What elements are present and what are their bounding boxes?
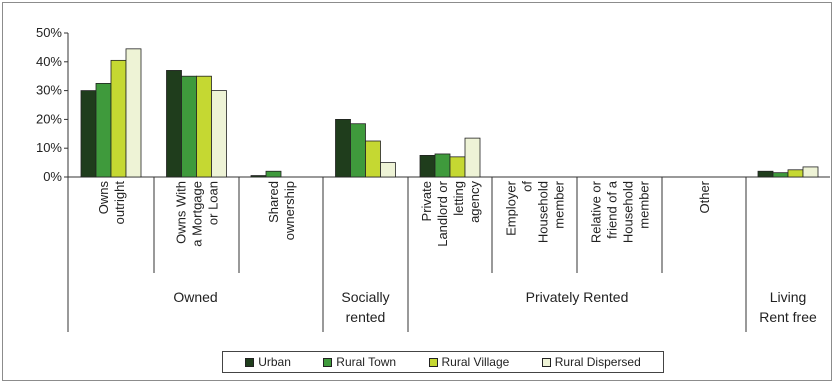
legend-label: Urban: [258, 355, 291, 369]
category-label-line: Relative or: [589, 180, 604, 243]
bar-rural-dispersed: [464, 137, 481, 178]
group-label-line: Socially: [341, 289, 389, 305]
bar-rural-village: [196, 75, 212, 178]
y-tick-label: 30%: [36, 83, 62, 98]
category-label-line: Owns: [96, 181, 111, 215]
category-label: EmployerofHouseholdmember: [504, 180, 567, 243]
group-label: Privately Rented: [526, 289, 629, 305]
y-tick-label: 20%: [36, 111, 62, 126]
category-label-line: Shared: [266, 181, 281, 223]
legend-item: Rural Village: [428, 355, 510, 369]
bar-rural-town: [350, 123, 366, 178]
bar-rural-town: [434, 153, 451, 178]
category-label-line: member: [637, 180, 652, 228]
category-label-line: or Loan: [206, 181, 221, 225]
legend-swatch: [541, 357, 551, 367]
bar-rural-village: [365, 140, 381, 178]
legend-item: Urban: [245, 355, 291, 369]
category-label: Sharedownership: [266, 181, 297, 240]
category-label-line: Other: [697, 180, 712, 213]
category-label: PrivateLandlord orlettingagency: [419, 180, 482, 246]
legend-swatch: [245, 357, 255, 367]
legend-swatch: [428, 357, 438, 367]
category-label: Owns Witha Mortgageor Loan: [174, 181, 221, 247]
bar-urban: [757, 170, 774, 178]
category-label-line: outright: [112, 181, 127, 225]
category-label-line: Landlord or: [435, 180, 450, 246]
chart-legend: Urban Rural Town Rural Village Rural Disper…: [222, 351, 664, 373]
category-label: Ownsoutright: [96, 181, 127, 225]
legend-item: Rural Dispersed: [541, 355, 641, 369]
bar-urban: [166, 70, 182, 178]
bar-urban: [419, 154, 436, 178]
bar-rural-town: [265, 170, 282, 178]
category-label-line: a Mortgage: [190, 181, 205, 247]
y-tick-label: 10%: [36, 140, 62, 155]
legend-item: Rural Town: [323, 355, 396, 369]
bar-rural-village: [787, 169, 804, 178]
category-label-line: Employer: [504, 180, 519, 236]
group-label: Socially rented: [341, 289, 389, 325]
bar-rural-village: [449, 156, 466, 178]
category-label-line: of: [520, 181, 535, 192]
group-label-line: Living: [770, 289, 807, 305]
y-tick-label: 0%: [43, 169, 62, 184]
group-label-line: rented: [346, 309, 386, 325]
bar-rural-town: [181, 75, 197, 178]
category-label: Relative orfriend of aHouseholdmember: [589, 180, 652, 243]
y-tick-label: 50%: [36, 25, 62, 40]
bar-rural-town: [95, 83, 112, 178]
category-label-line: Private: [419, 181, 434, 221]
category-label-line: Household: [621, 181, 636, 243]
y-tick-label: 40%: [36, 54, 62, 69]
bar-urban: [335, 119, 351, 178]
bar-rural-dispersed: [125, 48, 142, 178]
group-label: Owned: [173, 289, 217, 305]
group-label-line: Owned: [173, 289, 217, 305]
bar-urban: [250, 175, 267, 178]
category-label-line: friend of a: [605, 180, 620, 239]
group-label-line: Privately Rented: [526, 289, 629, 305]
bar-rural-dispersed: [211, 90, 227, 178]
category-label-line: Household: [536, 181, 551, 243]
category-label-line: Owns With: [174, 181, 189, 244]
bar-rural-town: [772, 172, 789, 178]
legend-label: Rural Village: [441, 355, 510, 369]
group-label: Living Rent free: [759, 289, 817, 325]
category-label: Other: [697, 180, 712, 213]
bar-rural-dispersed: [802, 166, 819, 178]
legend-label: Rural Dispersed: [554, 355, 641, 369]
category-label-line: ownership: [282, 181, 297, 240]
category-label-line: letting: [451, 181, 466, 216]
bar-urban: [80, 90, 97, 178]
bar-rural-dispersed: [380, 162, 396, 178]
legend-label: Rural Town: [336, 355, 397, 369]
category-label-line: member: [552, 180, 567, 228]
group-label-line: Rent free: [759, 309, 817, 325]
category-label-line: agency: [467, 181, 482, 223]
legend-swatch: [323, 357, 333, 367]
bar-rural-village: [110, 59, 127, 178]
